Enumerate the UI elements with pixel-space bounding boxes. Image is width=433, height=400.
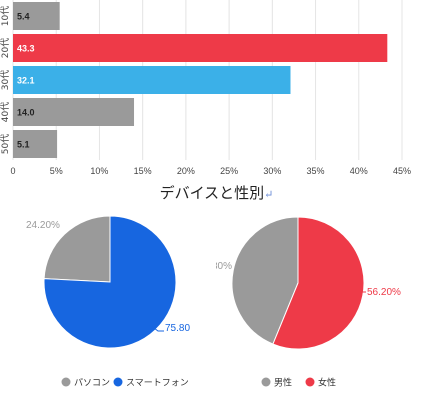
bar-1: [13, 2, 60, 30]
y-category-label: 50代: [0, 134, 11, 154]
pie-slice-1: [43, 215, 111, 283]
x-tick-label: 30%: [263, 166, 281, 176]
legend-label: 女性: [318, 377, 336, 389]
legend-label: 男性: [274, 377, 292, 389]
x-tick-label: 45%: [393, 166, 411, 176]
bar-3: [13, 66, 291, 94]
pie-value-label: 75.80: [165, 323, 190, 334]
device-gender-title-text: デバイスと性別: [159, 184, 265, 202]
bar-value-label: 5.4: [17, 12, 30, 22]
return-mark-icon: ↵: [264, 188, 274, 201]
legend-marker: [61, 377, 71, 387]
pie-slice-2: [272, 216, 365, 350]
x-tick-label: 40%: [350, 166, 368, 176]
device-pie-chart: 24.20% 75.80 パソコン スマートフォン: [26, 215, 190, 389]
y-category-label: 10代: [0, 6, 11, 26]
x-tick-label: 20%: [177, 166, 195, 176]
x-tick-label: 10%: [90, 166, 108, 176]
bar-value-label: 43.3: [17, 44, 35, 54]
pie-value-label: 43.80%: [216, 261, 232, 272]
age-bar-chart: 0 5% 10% 15% 20% 25% 30% 35% 40% 45% 5.4 10代 43.3 20代…: [0, 0, 411, 176]
bar-value-label: 32.1: [17, 76, 35, 86]
legend-marker: [305, 377, 315, 387]
bar-4: [13, 98, 135, 126]
pie-leader-line: [149, 324, 164, 332]
legend-label: パソコン: [74, 378, 110, 389]
y-category-label: 30代: [0, 70, 11, 90]
pie-value-label: 56.20%: [367, 287, 401, 298]
x-tick-label: 15%: [134, 166, 152, 176]
bar-2: [13, 34, 388, 62]
bar-value-label: 5.1: [17, 140, 30, 150]
device-gender-title: デバイスと性別↵: [0, 182, 433, 203]
gender-pie-chart: 43.80% 56.20% 男性 女性: [216, 216, 401, 389]
legend-marker: [261, 377, 271, 387]
bar-5: [13, 130, 58, 158]
legend-marker: [113, 377, 123, 387]
x-tick-label: 25%: [220, 166, 238, 176]
legend-label: スマートフォン: [126, 379, 189, 389]
bar-value-label: 14.0: [17, 108, 35, 118]
y-category-label: 20代: [0, 38, 11, 58]
x-tick-label: 5%: [50, 166, 63, 176]
x-tick-label: 0: [10, 166, 15, 176]
pie-slice-1: [231, 216, 299, 345]
x-tick-label: 35%: [307, 166, 325, 176]
pie-slice-2: [43, 215, 177, 349]
y-category-label: 40代: [0, 102, 11, 122]
pie-value-label: 24.20%: [26, 220, 60, 231]
